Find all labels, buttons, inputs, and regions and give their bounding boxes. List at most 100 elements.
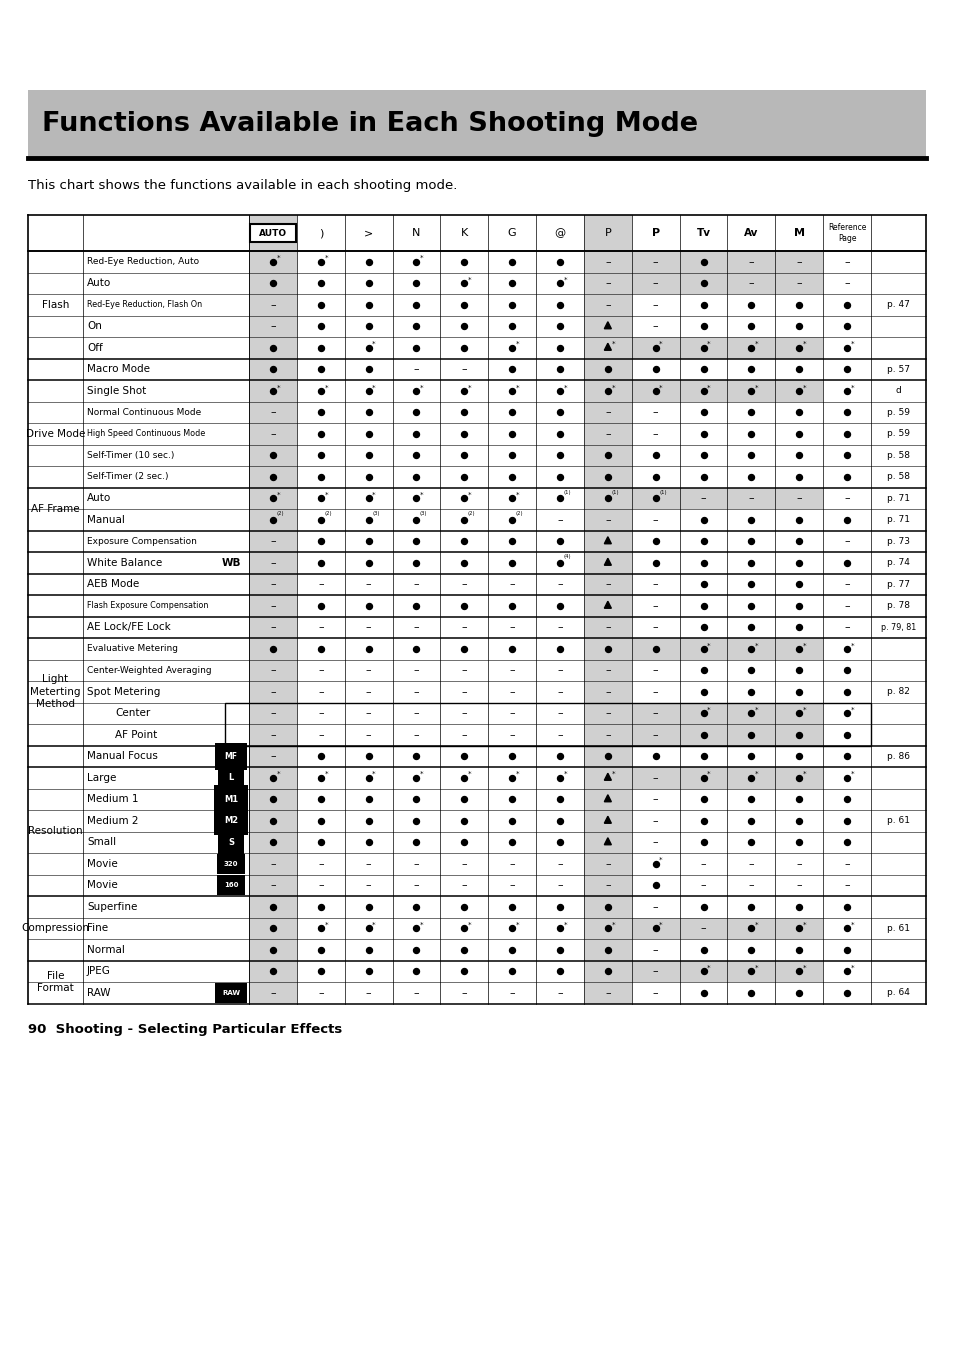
Text: AF Point: AF Point	[115, 730, 157, 740]
Text: –: –	[652, 622, 658, 633]
Bar	[727, 918, 775, 940]
Bar	[679, 703, 727, 725]
Text: Fine: Fine	[87, 923, 108, 933]
Bar	[775, 725, 822, 745]
Text: ): )	[318, 228, 323, 238]
Text: –: –	[365, 988, 371, 998]
Text: Evaluative Metering: Evaluative Metering	[87, 645, 178, 653]
Text: –: –	[796, 257, 801, 266]
Bar	[727, 273, 775, 293]
Text: *: *	[659, 857, 662, 863]
Text: Superfine: Superfine	[87, 902, 137, 911]
Bar	[249, 215, 296, 251]
Polygon shape	[603, 343, 611, 350]
Text: –: –	[843, 493, 849, 503]
Text: *: *	[276, 492, 280, 498]
Text: *: *	[754, 965, 758, 971]
Text: *: *	[850, 341, 853, 347]
Text: Drive Mode: Drive Mode	[26, 429, 85, 439]
Text: –: –	[843, 622, 849, 633]
Text: –: –	[317, 622, 323, 633]
Bar	[775, 960, 822, 982]
Text: –: –	[365, 880, 371, 890]
Text: –: –	[461, 665, 467, 675]
Text: –: –	[270, 407, 275, 418]
Text: *: *	[659, 341, 662, 347]
Text: *: *	[467, 277, 471, 283]
Text: *: *	[611, 341, 615, 346]
Text: –: –	[557, 988, 562, 998]
Text: >: >	[364, 228, 373, 238]
Text: *: *	[563, 384, 566, 391]
Text: –: –	[652, 815, 658, 826]
Text: (2): (2)	[467, 511, 475, 516]
Text: –: –	[604, 859, 610, 869]
Text: *: *	[419, 256, 423, 261]
Polygon shape	[603, 602, 611, 608]
Text: –: –	[461, 708, 467, 718]
Bar	[775, 918, 822, 940]
Text: Red-Eye Reduction, Flash On: Red-Eye Reduction, Flash On	[87, 300, 202, 310]
Text: –: –	[461, 579, 467, 589]
Text: p. 82: p. 82	[886, 687, 909, 696]
Text: –: –	[461, 364, 467, 375]
Text: p. 61: p. 61	[886, 923, 909, 933]
Text: –: –	[461, 859, 467, 869]
Bar	[631, 918, 679, 940]
Text: –: –	[604, 257, 610, 266]
Text: Flash Exposure Compensation: Flash Exposure Compensation	[87, 602, 208, 610]
Text: –: –	[652, 945, 658, 955]
Text: S: S	[228, 838, 233, 846]
Bar	[775, 488, 822, 508]
Bar	[775, 380, 822, 402]
Text: *: *	[516, 341, 518, 347]
Text: p. 64: p. 64	[886, 988, 909, 998]
Text: *: *	[467, 384, 471, 391]
Text: –: –	[557, 708, 562, 718]
Text: *: *	[372, 384, 375, 391]
Text: –: –	[652, 794, 658, 804]
Text: Large: Large	[87, 773, 116, 783]
Bar	[679, 273, 727, 293]
Text: –: –	[652, 837, 658, 848]
Text: Av: Av	[743, 228, 758, 238]
Text: Movie: Movie	[87, 880, 117, 890]
Text: –: –	[604, 687, 610, 696]
Text: –: –	[652, 579, 658, 589]
Bar	[679, 767, 727, 788]
Bar	[727, 337, 775, 358]
Text: –: –	[365, 730, 371, 740]
Text: Red-Eye Reduction, Auto: Red-Eye Reduction, Auto	[87, 257, 199, 266]
Text: –: –	[414, 665, 418, 675]
Bar	[727, 767, 775, 788]
Text: N: N	[412, 228, 420, 238]
Bar	[727, 703, 775, 725]
Text: –: –	[748, 279, 754, 288]
Text: *: *	[611, 384, 615, 391]
Text: p. 59: p. 59	[886, 429, 909, 438]
Text: (2): (2)	[276, 511, 284, 516]
Text: *: *	[276, 256, 280, 261]
Text: *: *	[324, 922, 328, 927]
Bar	[679, 960, 727, 982]
Text: *: *	[372, 771, 375, 777]
Text: –: –	[796, 880, 801, 890]
Text: –: –	[843, 537, 849, 546]
Text: Movie: Movie	[87, 859, 117, 869]
Text: –: –	[509, 579, 515, 589]
Text: –: –	[604, 988, 610, 998]
Text: p. 61: p. 61	[886, 817, 909, 825]
Text: p. 47: p. 47	[886, 300, 909, 310]
Polygon shape	[603, 773, 611, 780]
Text: Reference
Page: Reference Page	[827, 223, 865, 243]
Text: @: @	[554, 228, 565, 238]
Text: Auto: Auto	[87, 279, 112, 288]
Text: –: –	[604, 407, 610, 418]
Text: –: –	[509, 880, 515, 890]
Text: d: d	[895, 387, 901, 395]
Text: *: *	[563, 771, 566, 777]
Text: –: –	[700, 859, 705, 869]
Text: p. 79, 81: p. 79, 81	[880, 623, 915, 631]
Bar	[631, 380, 679, 402]
Text: *: *	[467, 771, 471, 777]
